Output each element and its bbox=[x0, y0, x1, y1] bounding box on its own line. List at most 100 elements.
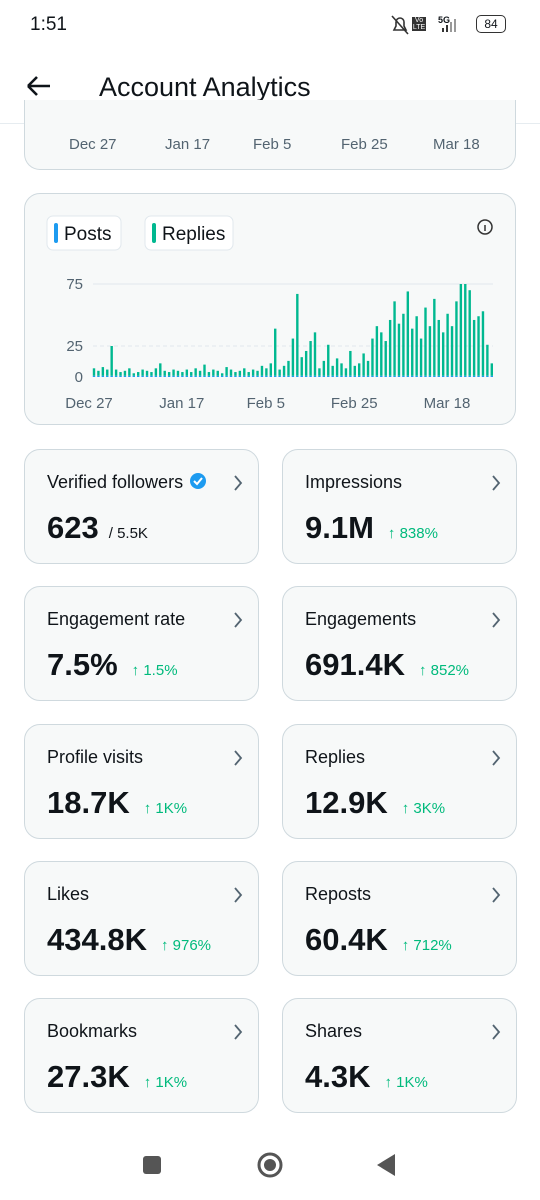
bar bbox=[380, 375, 383, 377]
bar bbox=[291, 375, 295, 377]
bar bbox=[318, 375, 321, 377]
metric-label-text: Verified followers bbox=[47, 472, 184, 492]
metric-card[interactable]: Bookmarks 27.3K ↑ 1K% bbox=[24, 998, 259, 1114]
bar bbox=[481, 375, 485, 377]
metric-change: ↑ 3K% bbox=[401, 799, 446, 817]
bar bbox=[486, 375, 489, 377]
metric-label: Replies bbox=[305, 747, 365, 768]
bar bbox=[322, 375, 326, 377]
metric-label: Profile visits bbox=[47, 747, 143, 768]
bar bbox=[296, 293, 299, 376]
bar bbox=[256, 370, 259, 376]
bar bbox=[185, 369, 189, 376]
bar bbox=[154, 368, 158, 376]
metric-card[interactable]: Profile visits 18.7K ↑ 1K% bbox=[24, 723, 259, 839]
chevron bbox=[492, 1024, 501, 1040]
bar bbox=[97, 375, 100, 377]
metric-card[interactable]: Reposts 60.4K ↑ 712% bbox=[282, 860, 517, 976]
bar bbox=[167, 372, 171, 376]
chevron bbox=[234, 887, 243, 903]
metric-label: Engagements bbox=[305, 609, 416, 630]
metric-label-text: Shares bbox=[305, 1021, 363, 1042]
bar bbox=[92, 368, 96, 376]
bar bbox=[424, 307, 427, 376]
bar bbox=[110, 375, 113, 377]
bar bbox=[388, 319, 392, 376]
volte-icon: Vo LTE bbox=[412, 17, 426, 31]
bar bbox=[181, 372, 184, 376]
metric-card[interactable]: Verified followers 623 / 5.5K bbox=[24, 449, 259, 564]
metric-card[interactable]: Likes 434.8K ↑ 976% bbox=[24, 860, 259, 976]
bar bbox=[472, 375, 476, 377]
bar bbox=[349, 375, 352, 377]
chevron-path bbox=[492, 1024, 501, 1040]
bar bbox=[247, 372, 250, 376]
bar bbox=[203, 364, 206, 376]
bar bbox=[335, 375, 339, 377]
metric-value: 18.7K ↑ 1K% bbox=[47, 785, 187, 821]
chevron-path bbox=[234, 1024, 243, 1040]
metric-card[interactable]: Engagement rate 7.5% ↑ 1.5% bbox=[24, 586, 259, 702]
bar bbox=[393, 375, 396, 377]
status-time: 1:51 bbox=[30, 14, 67, 35]
back-nav-button[interactable] bbox=[377, 1154, 395, 1176]
metric-label-text: Profile visits bbox=[47, 746, 144, 767]
bar bbox=[119, 375, 122, 377]
bar bbox=[384, 341, 387, 376]
x-tick-label: Feb 5 bbox=[247, 395, 285, 412]
metric-label: Impressions bbox=[305, 472, 402, 493]
bar bbox=[238, 375, 242, 377]
bar bbox=[278, 375, 281, 377]
bar bbox=[260, 365, 264, 376]
metric-change: ↑ 838% bbox=[387, 525, 438, 542]
home-button[interactable] bbox=[257, 1152, 283, 1178]
bar bbox=[344, 375, 348, 377]
bar bbox=[198, 375, 202, 377]
metric-value-text: 7.5% bbox=[47, 647, 118, 683]
chart-card: Posts Replies 0 25 75 Dec 27 Jan 17 Feb 5 Feb 25… bbox=[24, 193, 516, 425]
bar bbox=[464, 284, 467, 376]
metric-card[interactable]: Engagements 691.4K ↑ 852% bbox=[282, 586, 517, 702]
bar bbox=[455, 375, 458, 377]
network-label: 5G bbox=[438, 15, 451, 25]
bar bbox=[159, 363, 162, 376]
bar bbox=[366, 375, 370, 377]
metric-card[interactable]: Replies 12.9K ↑ 3K% bbox=[282, 723, 517, 839]
bar bbox=[287, 360, 290, 376]
chevron bbox=[234, 612, 243, 628]
metric-value: 623 / 5.5K bbox=[47, 510, 148, 546]
metric-card[interactable]: Impressions 9.1M ↑ 838% bbox=[282, 449, 517, 564]
bar bbox=[119, 372, 122, 376]
bar bbox=[402, 313, 405, 376]
bar bbox=[172, 375, 175, 377]
bar bbox=[437, 375, 440, 377]
bar bbox=[128, 375, 131, 377]
bar bbox=[477, 375, 480, 377]
metric-label-text: Engagements bbox=[305, 609, 417, 630]
chevron bbox=[492, 887, 501, 903]
metric-label: Verified followers bbox=[47, 472, 207, 493]
bar bbox=[132, 375, 135, 377]
chevron-path bbox=[492, 612, 501, 628]
bar bbox=[114, 369, 118, 376]
bar bbox=[145, 370, 149, 376]
metric-card[interactable]: Shares 4.3K ↑ 1K% bbox=[282, 998, 517, 1114]
bar bbox=[313, 375, 317, 377]
bar bbox=[296, 375, 299, 377]
chevron bbox=[492, 750, 501, 766]
recents-button[interactable] bbox=[143, 1156, 161, 1174]
bar bbox=[327, 344, 330, 376]
bar bbox=[446, 375, 449, 377]
bar bbox=[411, 375, 414, 377]
bar bbox=[194, 368, 197, 376]
metric-value: 60.4K ↑ 712% bbox=[305, 922, 452, 958]
bar bbox=[106, 375, 109, 377]
metric-change: ↑ 1.5% bbox=[131, 662, 178, 680]
bar bbox=[114, 375, 118, 377]
bar bbox=[380, 332, 383, 376]
back-button[interactable] bbox=[24, 72, 54, 102]
y-tick-label: 75 bbox=[66, 276, 83, 293]
bar bbox=[269, 375, 272, 377]
metric-value-text: 691.4K bbox=[305, 647, 405, 683]
verified-badge bbox=[190, 473, 207, 489]
